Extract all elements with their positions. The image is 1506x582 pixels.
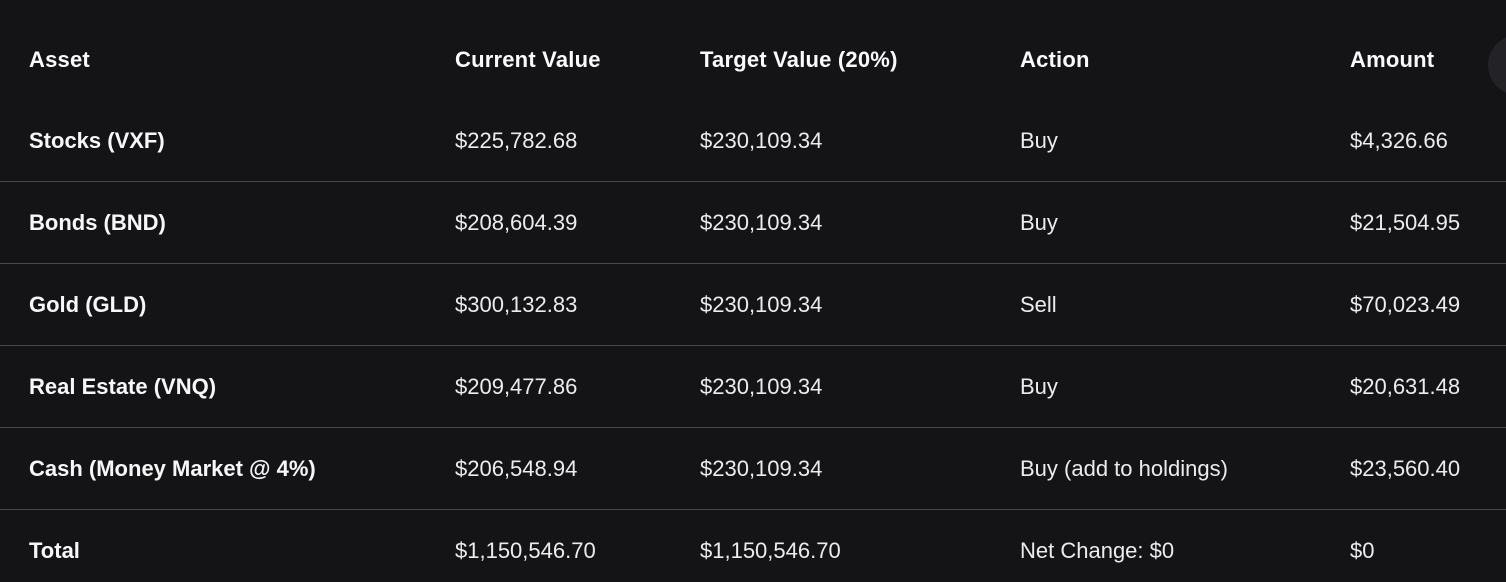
table-row: Real Estate (VNQ) $209,477.86 $230,109.34 B… — [0, 346, 1506, 428]
cell-current: $209,477.86 — [455, 373, 578, 399]
column-header-action: Action — [1020, 47, 1090, 73]
cell-current: $300,132.83 — [455, 291, 578, 317]
cell-asset: Cash (Money Market @ 4%) — [29, 455, 316, 481]
corner-circle-button[interactable] — [1488, 35, 1506, 95]
cell-current: $208,604.39 — [455, 209, 578, 235]
cell-asset: Stocks (VXF) — [29, 127, 165, 153]
cell-target: $230,109.34 — [700, 127, 823, 153]
column-header-asset: Asset — [29, 47, 90, 73]
cell-action: Sell — [1020, 291, 1057, 317]
column-header-amount: Amount — [1350, 47, 1435, 73]
cell-amount: $4,326.66 — [1350, 127, 1448, 153]
cell-target: $230,109.34 — [700, 291, 823, 317]
cell-current: $206,548.94 — [455, 455, 578, 481]
total-cell-current: $1,150,546.70 — [455, 538, 596, 564]
table-total-row: Total $1,150,546.70 $1,150,546.70 Net Chang… — [0, 510, 1506, 582]
cell-target: $230,109.34 — [700, 373, 823, 399]
table-body: Stocks (VXF) $225,782.68 $230,109.34 Buy $4,… — [0, 100, 1506, 510]
cell-current: $225,782.68 — [455, 127, 578, 153]
cell-action: Buy — [1020, 209, 1058, 235]
cell-amount: $23,560.40 — [1350, 455, 1461, 481]
cell-action: Buy (add to holdings) — [1020, 455, 1228, 481]
table-row: Gold (GLD) $300,132.83 $230,109.34 Sell $70,… — [0, 264, 1506, 346]
cell-action: Buy — [1020, 127, 1058, 153]
total-cell-amount: $0 — [1350, 538, 1375, 564]
cell-action: Buy — [1020, 373, 1058, 399]
total-cell-asset: Total — [29, 538, 80, 564]
column-header-current: Current Value — [455, 47, 601, 73]
cell-target: $230,109.34 — [700, 455, 823, 481]
cell-amount: $70,023.49 — [1350, 291, 1461, 317]
cell-asset: Gold (GLD) — [29, 291, 147, 317]
total-cell-target: $1,150,546.70 — [700, 538, 841, 564]
table-row: Bonds (BND) $208,604.39 $230,109.34 Buy $21,… — [0, 182, 1506, 264]
rebalance-table: Asset Current Value Target Value (20%) Acti… — [0, 20, 1506, 582]
column-header-target: Target Value (20%) — [700, 47, 898, 73]
cell-amount: $21,504.95 — [1350, 209, 1461, 235]
cell-amount: $20,631.48 — [1350, 373, 1461, 399]
table-row: Cash (Money Market @ 4%) $206,548.94 $230,… — [0, 428, 1506, 510]
cell-asset: Bonds (BND) — [29, 209, 166, 235]
cell-target: $230,109.34 — [700, 209, 823, 235]
table-header-row: Asset Current Value Target Value (20%) Acti… — [0, 20, 1506, 100]
table-row: Stocks (VXF) $225,782.68 $230,109.34 Buy $4,… — [0, 100, 1506, 182]
total-cell-action: Net Change: $0 — [1020, 538, 1175, 564]
cell-asset: Real Estate (VNQ) — [29, 373, 217, 399]
